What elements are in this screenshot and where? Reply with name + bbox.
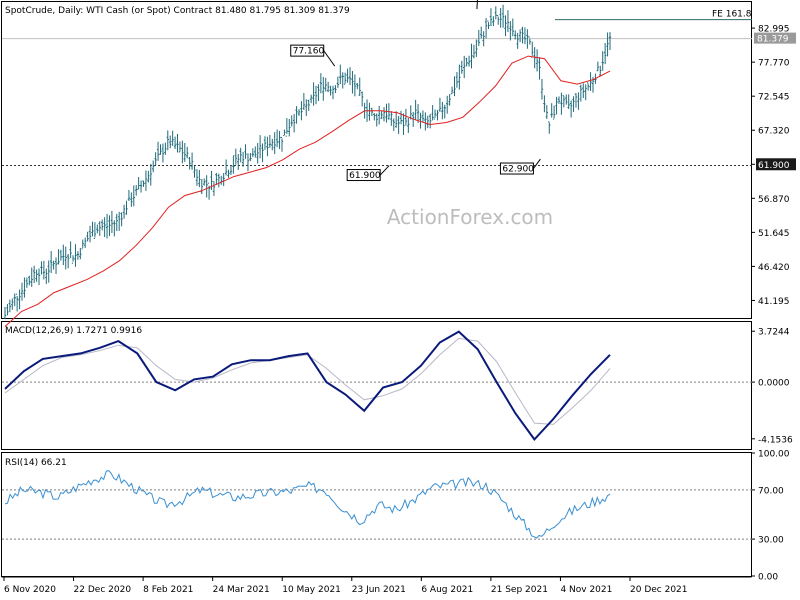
timeframe: Daily: bbox=[58, 6, 83, 16]
price-tick-label: 77.770 bbox=[758, 59, 790, 69]
x-tick-label: 23 Jun 2021 bbox=[352, 585, 406, 595]
x-tick-label: 6 Nov 2020 bbox=[4, 585, 56, 595]
fe-label: FE 161.8 bbox=[712, 10, 752, 20]
price-tick-label: 82.995 bbox=[758, 25, 790, 35]
macd-title: MACD(12,26,9) 1.7271 0.9916 bbox=[5, 326, 142, 336]
x-tick-label: 10 May 2021 bbox=[282, 585, 341, 595]
macd-axis: 3.7244 0.0000 -4.1536 bbox=[2, 328, 793, 445]
macd-line bbox=[4, 330, 611, 441]
annotation-box bbox=[499, 162, 534, 175]
price-panel bbox=[1, 1, 752, 319]
macd-tick-label: 3.7244 bbox=[758, 328, 790, 338]
macd-tick-label: -4.1536 bbox=[758, 435, 793, 445]
x-axis: 6 Nov 2020 22 Dec 2020 8 Feb 2021 24 Mar 20… bbox=[3, 577, 688, 595]
current-price-box bbox=[754, 32, 796, 44]
rsi-tick-label: 100.00 bbox=[758, 450, 790, 460]
macd-panel bbox=[1, 321, 752, 450]
x-tick-label: 24 Mar 2021 bbox=[213, 585, 270, 595]
current-price-label: 81.379 bbox=[757, 35, 789, 45]
rsi-tick-label: 0.00 bbox=[758, 573, 778, 583]
rsi-tick-label: 70.00 bbox=[758, 486, 784, 496]
annotation-label: 77.160 bbox=[293, 47, 325, 57]
annotation-box bbox=[346, 169, 381, 182]
annotation-connector bbox=[533, 158, 541, 169]
rsi-title: RSI(14) 66.21 bbox=[5, 458, 67, 468]
price-tick-label: 41.195 bbox=[758, 297, 790, 307]
price-tick-label: 46.420 bbox=[758, 263, 790, 273]
rsi-tick-label: 30.00 bbox=[758, 536, 784, 546]
macd-tick-label: 0.0000 bbox=[758, 379, 790, 389]
x-tick-label: 6 Aug 2021 bbox=[421, 585, 473, 595]
chart-header: SpotCrude, Daily: WTI Cash (or Spot) Con… bbox=[5, 6, 350, 16]
watermark: ActionForex.com bbox=[387, 205, 553, 229]
support-price-label: 61.900 bbox=[758, 161, 790, 171]
price-tick-label: 72.545 bbox=[758, 93, 790, 103]
x-tick-label: 22 Dec 2020 bbox=[74, 585, 132, 595]
price-levels: FE 161.8 bbox=[2, 10, 752, 167]
price-tick-label: 51.645 bbox=[758, 229, 790, 239]
ohlc-values: 81.480 81.795 81.309 81.379 bbox=[215, 6, 350, 16]
annotation-label: 61.900 bbox=[349, 171, 381, 181]
price-axis: 82.995 77.770 72.545 67.320 61.900 56.870 51.6… bbox=[752, 25, 796, 307]
annotation-connector bbox=[379, 165, 390, 176]
annotation-label: 62.900 bbox=[502, 165, 534, 175]
annotation-connector bbox=[323, 50, 336, 67]
x-tick-label: 4 Nov 2021 bbox=[560, 585, 612, 595]
price-tick-label: 67.320 bbox=[758, 127, 790, 137]
symbol: SpotCrude bbox=[5, 6, 53, 16]
description: WTI Cash (or Spot) Contract bbox=[86, 6, 213, 16]
price-tick-label: 56.870 bbox=[758, 195, 790, 205]
x-tick-label: 20 Dec 2021 bbox=[630, 585, 688, 595]
annotation-box bbox=[290, 44, 325, 57]
support-price-box bbox=[756, 158, 796, 171]
x-tick-label: 8 Feb 2021 bbox=[143, 585, 193, 595]
rsi-line bbox=[4, 470, 611, 539]
x-tick-label: 21 Sep 2021 bbox=[491, 585, 548, 595]
annotation-connector bbox=[476, 0, 478, 10]
moving-average-line bbox=[4, 55, 611, 327]
rsi-axis: 100.00 70.00 30.00 0.00 bbox=[2, 450, 790, 583]
